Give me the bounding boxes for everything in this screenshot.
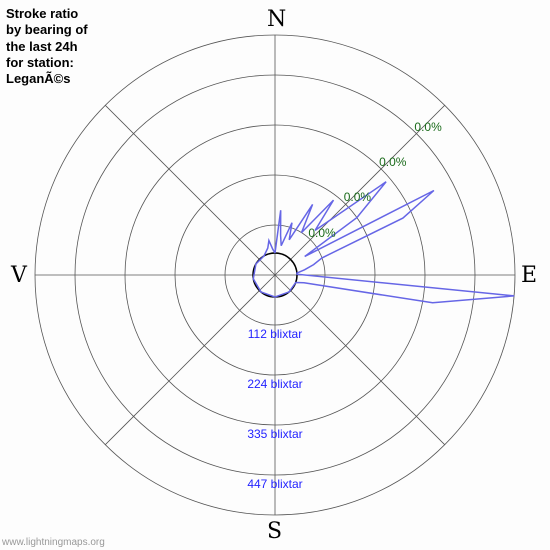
cardinal-e: E	[521, 263, 537, 288]
ring-pct-label: 0.0%	[308, 226, 335, 240]
ring-blixtar-label: 224 blixtar	[240, 377, 310, 391]
chart-container: Stroke ratio by bearing of the last 24h …	[0, 0, 550, 550]
cardinal-n: N	[267, 7, 286, 32]
ring-pct-label: 0.0%	[344, 190, 371, 204]
ring-blixtar-label: 335 blixtar	[240, 427, 310, 441]
ring-blixtar-label: 447 blixtar	[240, 477, 310, 491]
chart-title: Stroke ratio by bearing of the last 24h …	[6, 6, 88, 87]
attribution: www.lightningmaps.org	[2, 537, 105, 548]
ring-pct-label: 0.0%	[414, 120, 441, 134]
ring-blixtar-label: 112 blixtar	[240, 327, 310, 341]
ring-pct-label: 0.0%	[379, 155, 406, 169]
cardinal-w: V	[11, 263, 27, 288]
cardinal-s: S	[267, 519, 282, 544]
